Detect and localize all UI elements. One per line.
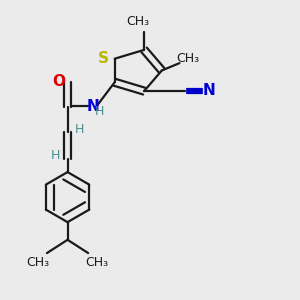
Text: H: H bbox=[51, 149, 61, 162]
Text: H: H bbox=[95, 105, 104, 118]
Text: CH₃: CH₃ bbox=[177, 52, 200, 64]
Text: CH₃: CH₃ bbox=[85, 256, 109, 269]
Text: S: S bbox=[98, 51, 108, 66]
Text: H: H bbox=[75, 123, 84, 136]
Text: O: O bbox=[52, 74, 65, 89]
Text: CH₃: CH₃ bbox=[26, 256, 50, 269]
Text: N: N bbox=[86, 99, 99, 114]
Text: N: N bbox=[203, 83, 216, 98]
Text: CH₃: CH₃ bbox=[126, 14, 149, 28]
